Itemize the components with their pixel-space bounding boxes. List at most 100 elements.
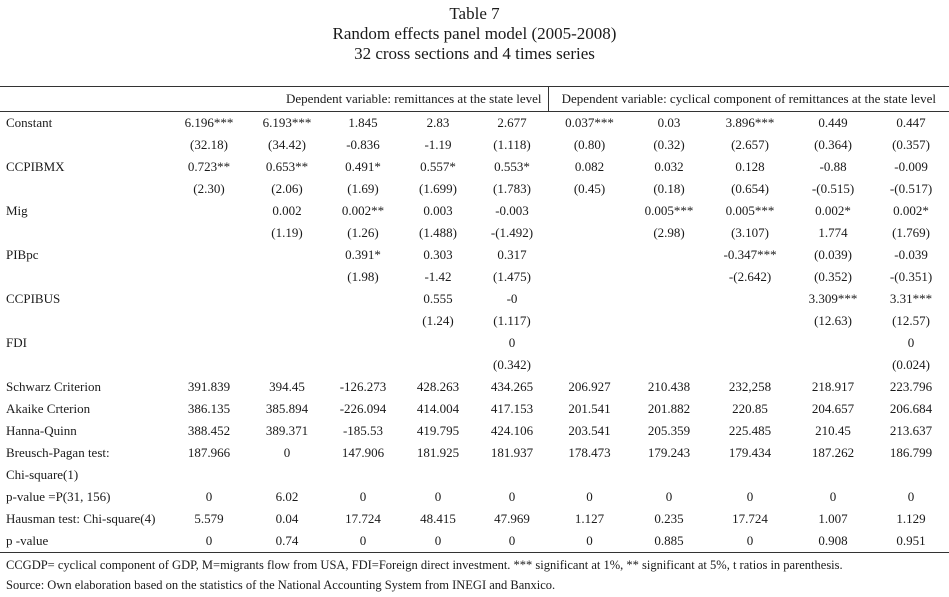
table-cell: 0 bbox=[476, 530, 549, 553]
table-cell: 0 bbox=[746, 489, 754, 504]
table-cell: 6.196*** bbox=[184, 115, 234, 130]
table-cell: -1.19 bbox=[424, 137, 452, 152]
table-cell: 0 bbox=[548, 530, 632, 553]
row-label bbox=[0, 266, 170, 288]
table-cell bbox=[170, 266, 248, 288]
table-cell: 434.265 bbox=[490, 379, 534, 394]
table-cell bbox=[548, 244, 631, 266]
table-cell bbox=[548, 288, 631, 310]
table-cell: (0.654) bbox=[731, 181, 769, 196]
table-cell: -0.347*** bbox=[723, 247, 777, 262]
table-cell: 0.557* bbox=[420, 159, 456, 174]
table-cell: (0.352) bbox=[814, 269, 852, 284]
regression-table: Dependent variable: remittances at the s… bbox=[0, 86, 949, 553]
table-cell: 0 bbox=[907, 335, 915, 350]
row-label: FDI bbox=[6, 335, 27, 350]
table-cell: 0.555 bbox=[423, 291, 453, 306]
table-row: p -value 0 0.74 0 0 0 0 0.885 0 0.908 0.951 bbox=[0, 530, 949, 553]
table-cell: 0 bbox=[326, 530, 400, 553]
table-cell: 218.917 bbox=[811, 379, 855, 394]
table-row: Chi-square(1) bbox=[0, 464, 949, 486]
table-cell: (0.342) bbox=[493, 357, 531, 372]
table-cell bbox=[248, 244, 326, 266]
table-cell: 0.653** bbox=[265, 159, 309, 174]
table-row: Schwarz Criterion 391.839 394.45 -126.273 42… bbox=[0, 376, 949, 398]
table-cell bbox=[631, 244, 707, 266]
table-cell: 389.371 bbox=[265, 423, 309, 438]
table-cell bbox=[326, 332, 400, 354]
table-number: Table 7 bbox=[449, 4, 500, 23]
table-cell: 0.553* bbox=[494, 159, 530, 174]
table-cell: 385.894 bbox=[265, 401, 309, 416]
row-label: Breusch-Pagan test: bbox=[6, 445, 110, 460]
table-cell: -(0.515) bbox=[811, 181, 855, 196]
table-cell bbox=[170, 244, 248, 266]
table-cell: (1.783) bbox=[493, 181, 531, 196]
table-cell: (3.107) bbox=[731, 225, 769, 240]
table-cell: 0.002** bbox=[341, 203, 385, 218]
table-cell: 0 bbox=[829, 489, 837, 504]
table-cell: 388.452 bbox=[187, 423, 231, 438]
table-cell bbox=[548, 354, 631, 376]
table-cell: 0.002* bbox=[815, 203, 851, 218]
table-cell: (0.024) bbox=[892, 357, 931, 372]
table-cell: (0.32) bbox=[653, 137, 685, 152]
table-cell: 0 bbox=[400, 530, 476, 553]
table-cell: (1.19) bbox=[271, 225, 303, 240]
table-cell bbox=[248, 464, 326, 486]
table-cell bbox=[326, 354, 400, 376]
table-row: CCPIBMX 0.723** 0.653** 0.491* 0.557* 0.553* 0… bbox=[0, 156, 949, 178]
row-label bbox=[0, 222, 170, 244]
table-cell bbox=[707, 288, 793, 310]
table-cell: 6.02 bbox=[275, 489, 299, 504]
table-cell: 0 bbox=[205, 489, 213, 504]
table-cell: 0.037*** bbox=[565, 115, 614, 130]
table-cell: (1.24) bbox=[422, 313, 454, 328]
footnote: CCGDP= cyclical component of GDP, M=migr… bbox=[6, 558, 843, 572]
table-cell bbox=[548, 332, 631, 354]
table-cell: -0.88 bbox=[819, 159, 847, 174]
table-cell: 201.541 bbox=[568, 401, 611, 416]
table-cell: 210.438 bbox=[647, 379, 691, 394]
table-cell: 5.579 bbox=[194, 511, 224, 526]
table-cell bbox=[548, 222, 631, 244]
table-cell: 0.885 bbox=[631, 530, 708, 553]
table-cell: 0 bbox=[508, 489, 516, 504]
table-cell bbox=[248, 310, 326, 332]
table-row: Breusch-Pagan test: 187.966 0 147.906 181.92… bbox=[0, 442, 949, 464]
table-cell: 0.491* bbox=[345, 159, 381, 174]
table-cell bbox=[400, 464, 476, 486]
row-label: Hausman test: Chi-square(4) bbox=[6, 511, 156, 526]
table-cell bbox=[170, 464, 248, 486]
table-cell: 181.937 bbox=[490, 445, 534, 460]
table-row: (1.24) (1.117) (12.63) (12.57) bbox=[0, 310, 949, 332]
table-cell: 186.799 bbox=[889, 445, 933, 460]
table-cell bbox=[873, 464, 949, 486]
table-cell: 0.391* bbox=[345, 247, 381, 262]
table-cell: 204.657 bbox=[811, 401, 855, 416]
table-cell bbox=[548, 464, 631, 486]
table-cell: 2.83 bbox=[426, 115, 450, 130]
table-cell: 220.85 bbox=[732, 401, 768, 416]
row-label bbox=[0, 134, 170, 156]
table-cell: (1.26) bbox=[347, 225, 379, 240]
table-cell: 0.005*** bbox=[725, 203, 775, 218]
table-cell: -1.42 bbox=[424, 269, 452, 284]
table-cell: -(1.492) bbox=[490, 225, 534, 240]
table-row: Mig 0.002 0.002** 0.003 -0.003 0.005*** 0.005*… bbox=[0, 200, 949, 222]
table-cell: (1.118) bbox=[493, 137, 531, 152]
table-row: Hanna-Quinn 388.452 389.371 -185.53 419.795 4… bbox=[0, 420, 949, 442]
row-label bbox=[0, 354, 170, 376]
table-cell: -(0.351) bbox=[889, 269, 933, 284]
row-label: CCPIBUS bbox=[6, 291, 61, 306]
row-label: Chi-square(1) bbox=[6, 467, 79, 482]
table-cell: 206.684 bbox=[889, 401, 933, 416]
table-cell: (1.117) bbox=[493, 313, 531, 328]
table-cell bbox=[170, 288, 248, 310]
table-cell: 424.106 bbox=[490, 423, 534, 438]
table-cell: 0 bbox=[508, 335, 516, 350]
table-cell: 0 bbox=[707, 530, 794, 553]
row-label bbox=[0, 310, 170, 332]
table-cell: -(0.517) bbox=[889, 181, 933, 196]
table-notes: CCGDP= cyclical component of GDP, M=migr… bbox=[6, 555, 843, 595]
